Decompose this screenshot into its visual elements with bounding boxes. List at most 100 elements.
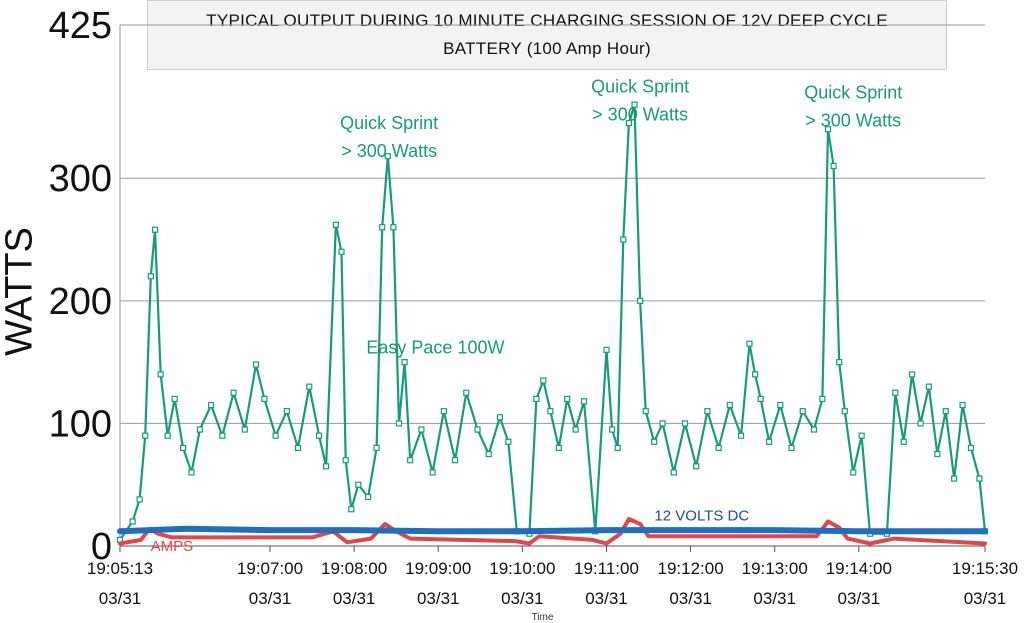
data-point [230, 389, 237, 396]
x-tick-time: 19:10:00 [489, 559, 555, 578]
y-tick-label: 425 [49, 5, 112, 47]
data-point [463, 389, 470, 396]
data-point [440, 408, 447, 415]
x-tick-time: 19:15:30 [952, 559, 1018, 578]
data-point [908, 371, 916, 378]
data-point [355, 481, 362, 488]
x-tick-date: 03/31 [417, 589, 460, 608]
data-point [608, 426, 616, 433]
data-point [625, 119, 633, 127]
data-point [451, 457, 459, 464]
data-point [642, 408, 649, 415]
data-point [942, 408, 949, 415]
data-point [892, 389, 899, 396]
data-point [959, 401, 966, 409]
data-point [188, 469, 195, 476]
data-point [572, 426, 579, 433]
annotation-line: > 300 Watts [592, 104, 688, 124]
y-tick-label: 100 [49, 403, 112, 445]
x-tick-time: 19:12:00 [657, 559, 723, 578]
data-point [505, 438, 512, 445]
data-point [283, 408, 290, 415]
data-point [294, 444, 302, 452]
data-point [900, 438, 907, 445]
data-point [631, 101, 638, 108]
annotation: Quick Sprint > 300 Watts [804, 83, 902, 131]
x-tick-date: 03/31 [501, 589, 544, 608]
data-point [322, 463, 330, 470]
x-tick-time: 19:11:00 [574, 559, 639, 578]
y-tick-labels: 0 100 200 300 425 [49, 5, 112, 568]
data-point [196, 426, 204, 433]
data-point [540, 377, 547, 384]
data-point [147, 273, 154, 280]
data-point [171, 395, 178, 402]
data-point [485, 450, 492, 458]
data-point [726, 401, 733, 409]
annotation: Easy Pace 100W [366, 338, 504, 358]
annotation-line: 12 VOLTS DC [654, 507, 749, 524]
y-tick-label: 200 [49, 281, 112, 323]
data-point [603, 346, 610, 353]
x-tick-date: 03/31 [964, 589, 1007, 608]
data-point [564, 395, 571, 402]
data-point [261, 395, 268, 402]
data-point [129, 518, 136, 525]
data-point [836, 359, 843, 366]
data-point [315, 432, 323, 439]
series-layer [116, 101, 989, 546]
annotations-layer: Quick Sprint > 300 Watts Quick Sprint > 300… [151, 76, 903, 554]
data-point [365, 493, 372, 501]
data-point [373, 444, 380, 452]
data-point [407, 457, 414, 464]
data-point [379, 224, 386, 231]
x-tick-date: 03/31 [585, 589, 628, 608]
data-point [614, 444, 621, 452]
data-point [976, 475, 983, 482]
x-tick-time: 19:05:13 [87, 559, 153, 578]
x-tick-date: 03/31 [669, 589, 712, 608]
data-point [179, 444, 187, 452]
data-point [766, 438, 773, 445]
data-point [704, 408, 711, 415]
x-tick-date: 03/31 [753, 589, 796, 608]
annotation: Quick Sprint > 300 Watts [591, 76, 689, 124]
x-tick-labels: 19:05:13 03/31 19:07:00 03/31 19:08:00 03/31 1… [87, 546, 1018, 608]
grid-lines [119, 24, 985, 547]
data-point [208, 401, 215, 409]
x-tick-date: 03/31 [249, 589, 292, 608]
data-point [819, 395, 826, 402]
data-point [142, 432, 149, 439]
data-point [474, 426, 481, 433]
annotation-line: Easy Pace 100W [366, 338, 504, 358]
x-tick-date: 03/31 [838, 589, 881, 608]
data-point [151, 226, 159, 233]
y-tick-label: 300 [49, 158, 112, 200]
data-point [348, 506, 355, 513]
annotation-line: Quick Sprint [340, 113, 438, 133]
data-point [777, 401, 784, 409]
data-point [338, 248, 345, 255]
data-point [917, 420, 924, 427]
data-point [830, 162, 837, 170]
data-point [858, 432, 865, 439]
annotation: Quick Sprint > 300 Watts [340, 113, 438, 161]
data-point [533, 395, 540, 402]
x-tick-time: 19:14:00 [826, 559, 892, 578]
series-line-2 [117, 525, 988, 535]
data-point [934, 450, 941, 458]
series-line-0 [118, 103, 987, 541]
x-axis-label: Time [532, 612, 554, 623]
data-point [824, 126, 832, 133]
annotation-line: > 300 Watts [341, 141, 437, 161]
data-point [715, 444, 722, 452]
data-point [810, 426, 818, 433]
data-point [580, 398, 588, 405]
data-point [547, 408, 554, 415]
data-point [241, 426, 248, 433]
x-tick-time: 19:07:00 [237, 559, 303, 578]
data-point [252, 361, 260, 368]
data-point [757, 395, 764, 402]
data-point [637, 297, 644, 304]
